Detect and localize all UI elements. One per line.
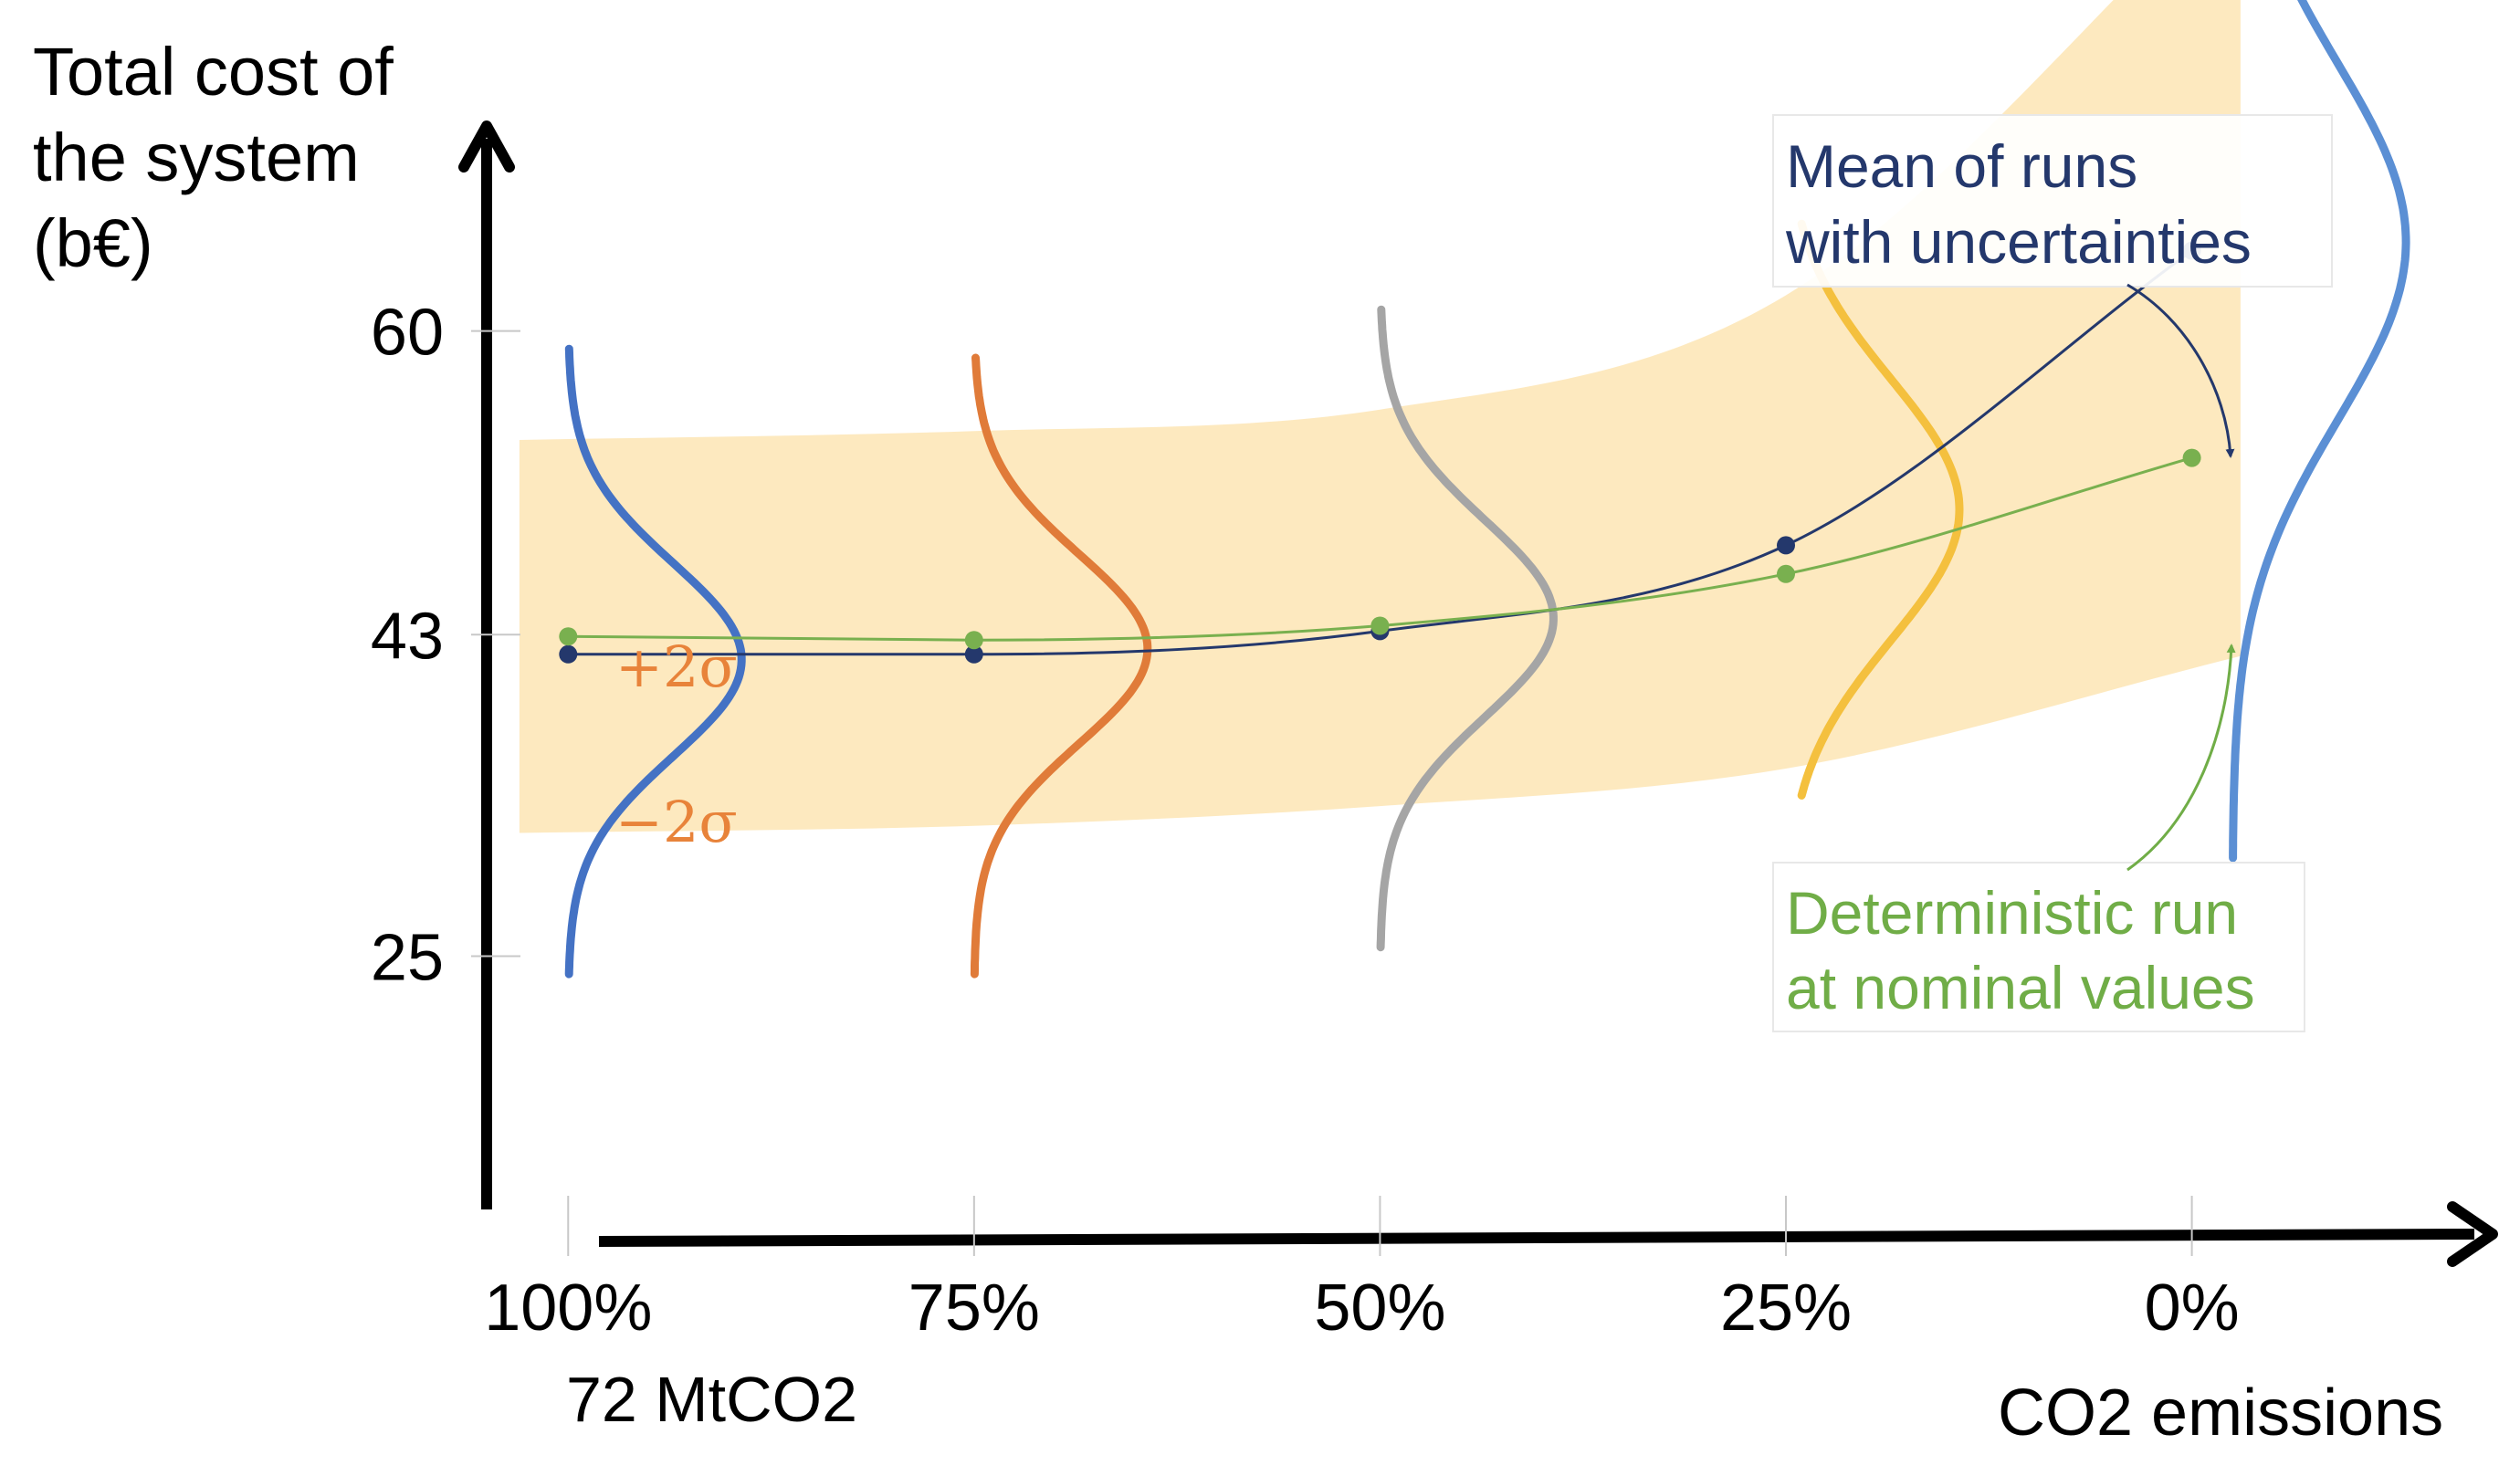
mean-annotation-arrow: [2126, 283, 2235, 458]
x-axis-title: CO2 emissions: [1998, 1377, 2443, 1450]
series-0-point-0: [559, 644, 578, 664]
mean-annotation-line-2: with uncertainties: [1785, 208, 2252, 276]
series-1-point-1: [964, 631, 983, 650]
x-axis-sublabel: 72 MtCO2: [566, 1364, 857, 1435]
distribution-curve-3: [1797, 219, 1964, 800]
distribution-curve-2: [1376, 305, 1558, 952]
y-axis-title-line-1: Total cost of: [33, 34, 394, 110]
uncertainty-band: [519, 0, 2241, 833]
y-tick-label-2: 60: [371, 297, 444, 370]
series-0-point-3: [1777, 536, 1795, 555]
lower-band-label: −2σ: [615, 789, 738, 855]
x-tick-label-4: 0%: [2145, 1272, 2240, 1345]
x-tick-label-2: 50%: [1314, 1272, 1445, 1345]
series-0-point-1: [964, 644, 983, 664]
mean-annotation-box: [1772, 114, 2333, 288]
y-axis-title-line-3: (b€): [33, 205, 153, 281]
x-axis-line: [598, 1229, 2475, 1247]
distribution-curve-4: [2229, 0, 2410, 863]
series-1-point-0: [559, 627, 578, 646]
deterministic-annotation-line-1: Deterministic run: [1786, 879, 2238, 947]
x-tick-label-1: 75%: [908, 1272, 1040, 1345]
deterministic-annotation-box: [1772, 862, 2305, 1032]
distribution-curve-1: [970, 353, 1152, 979]
series-1-point-4: [2182, 448, 2201, 467]
y-axis-title-line-2: the system: [33, 120, 360, 195]
x-tick-label-0: 100%: [484, 1272, 652, 1345]
distribution-curve-0: [564, 344, 746, 979]
y-axis-arrowhead: [458, 120, 515, 173]
deterministic-annotation-arrow: [2126, 644, 2236, 872]
deterministic-annotation-line-2: at nominal values: [1786, 954, 2255, 1021]
upper-band-label: +2σ: [615, 633, 738, 700]
series-1-point-2: [1370, 616, 1390, 635]
series-1-point-3: [1777, 564, 1795, 583]
x-axis-arrowhead: [2447, 1201, 2498, 1267]
y-tick-label-1: 43: [371, 600, 444, 673]
y-tick-label-0: 25: [371, 921, 444, 994]
x-tick-label-3: 25%: [1720, 1272, 1852, 1345]
mean-annotation-line-1: Mean of runs: [1786, 132, 2137, 200]
